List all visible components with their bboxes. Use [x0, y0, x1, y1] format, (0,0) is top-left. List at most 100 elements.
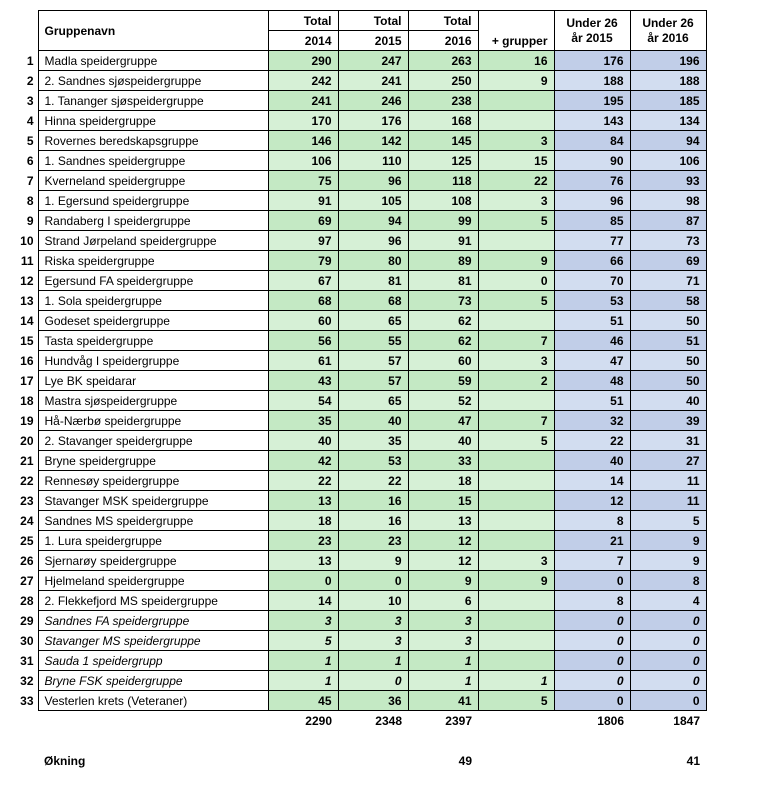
table-row: 10Strand Jørpeland speidergruppe97969177…	[10, 231, 706, 251]
table-row: 81. Egersund speidergruppe9110510839698	[10, 191, 706, 211]
under26-2016: 27	[630, 451, 706, 471]
table-row: 30Stavanger MS speidergruppe53300	[10, 631, 706, 651]
plus-grupper: 9	[478, 71, 554, 91]
group-name: 2. Sandnes sjøspeidergruppe	[38, 71, 268, 91]
under26-2015: 48	[554, 371, 630, 391]
total-2016: 62	[408, 311, 478, 331]
plus-grupper: 15	[478, 151, 554, 171]
plus-grupper: 5	[478, 431, 554, 451]
under26-2015: 176	[554, 51, 630, 71]
plus-grupper: 3	[478, 191, 554, 211]
under26-2016: 31	[630, 431, 706, 451]
under26-2016: 40	[630, 391, 706, 411]
under26-2016: 39	[630, 411, 706, 431]
total-2016: 59	[408, 371, 478, 391]
total-2016: 12	[408, 531, 478, 551]
under26-2015: 32	[554, 411, 630, 431]
total-2016: 3	[408, 611, 478, 631]
total-2014: 13	[268, 491, 338, 511]
total-2015: 0	[338, 671, 408, 691]
group-name: Bryne speidergruppe	[38, 451, 268, 471]
under26-2016: 4	[630, 591, 706, 611]
plus-grupper	[478, 611, 554, 631]
table-row: 15Tasta speidergruppe56556274651	[10, 331, 706, 351]
under26-2016: 0	[630, 611, 706, 631]
row-number: 19	[10, 411, 38, 431]
under26-2016: 94	[630, 131, 706, 151]
table-row: 7Kverneland speidergruppe7596118227693	[10, 171, 706, 191]
total-2014: 69	[268, 211, 338, 231]
under26-2015: 0	[554, 671, 630, 691]
total-2014: 68	[268, 291, 338, 311]
total-2014: 0	[268, 571, 338, 591]
row-number: 18	[10, 391, 38, 411]
under26-2015: 76	[554, 171, 630, 191]
total-2016: 89	[408, 251, 478, 271]
under26-2015: 0	[554, 571, 630, 591]
total-2014: 14	[268, 591, 338, 611]
under26-2015: 7	[554, 551, 630, 571]
blank	[10, 31, 38, 51]
total-2015: 110	[338, 151, 408, 171]
total-2016: 1	[408, 651, 478, 671]
plus-grupper: 5	[478, 211, 554, 231]
group-name: Hinna speidergruppe	[38, 111, 268, 131]
total-2015: 81	[338, 271, 408, 291]
group-name: Egersund FA speidergruppe	[38, 271, 268, 291]
under26-2015: 77	[554, 231, 630, 251]
total-2014: 18	[268, 511, 338, 531]
under26-2016: 71	[630, 271, 706, 291]
row-number: 29	[10, 611, 38, 631]
row-number: 26	[10, 551, 38, 571]
total-2016: 145	[408, 131, 478, 151]
table-row: 33Vesterlen krets (Veteraner)453641500	[10, 691, 706, 711]
total-2015: 16	[338, 491, 408, 511]
under26-2015: 8	[554, 511, 630, 531]
plus-grupper	[478, 651, 554, 671]
table-row: 22Rennesøy speidergruppe2222181411	[10, 471, 706, 491]
group-name: Riska speidergruppe	[38, 251, 268, 271]
table-row: 5Rovernes beredskapsgruppe14614214538494	[10, 131, 706, 151]
total-2016: 118	[408, 171, 478, 191]
total-2016: 9	[408, 571, 478, 591]
total-2014: 42	[268, 451, 338, 471]
row-number: 15	[10, 331, 38, 351]
total-2016: 41	[408, 691, 478, 711]
total-2014: 75	[268, 171, 338, 191]
table-row: 32Bryne FSK speidergruppe101100	[10, 671, 706, 691]
under26-2015: 90	[554, 151, 630, 171]
total-2015: 16	[338, 511, 408, 531]
total-2014: 61	[268, 351, 338, 371]
under26-2016: 98	[630, 191, 706, 211]
total-2015: 247	[338, 51, 408, 71]
total-2016: 91	[408, 231, 478, 251]
total-2014: 13	[268, 551, 338, 571]
sum-2014: 2290	[268, 711, 338, 731]
row-number: 14	[10, 311, 38, 331]
total-2014: 56	[268, 331, 338, 351]
under26-2016: 5	[630, 511, 706, 531]
col-group: Gruppenavn	[38, 11, 268, 51]
plus-grupper: 3	[478, 131, 554, 151]
blank	[10, 11, 38, 31]
group-name: Randaberg I speidergruppe	[38, 211, 268, 231]
row-number: 8	[10, 191, 38, 211]
total-2016: 263	[408, 51, 478, 71]
row-number: 25	[10, 531, 38, 551]
under26-2016: 50	[630, 371, 706, 391]
table-row: 23Stavanger MSK speidergruppe1316151211	[10, 491, 706, 511]
row-number: 22	[10, 471, 38, 491]
group-name: Rovernes beredskapsgruppe	[38, 131, 268, 151]
total-2014: 79	[268, 251, 338, 271]
col-u15: Under 26 år 2015	[554, 11, 630, 51]
total-2016: 62	[408, 331, 478, 351]
total-2014: 40	[268, 431, 338, 451]
total-2014: 91	[268, 191, 338, 211]
total-2016: 52	[408, 391, 478, 411]
under26-2015: 8	[554, 591, 630, 611]
plus-grupper	[478, 591, 554, 611]
group-name: Sandnes FA speidergruppe	[38, 611, 268, 631]
total-2016: 47	[408, 411, 478, 431]
row-number: 31	[10, 651, 38, 671]
table-row: 24Sandnes MS speidergruppe18161385	[10, 511, 706, 531]
